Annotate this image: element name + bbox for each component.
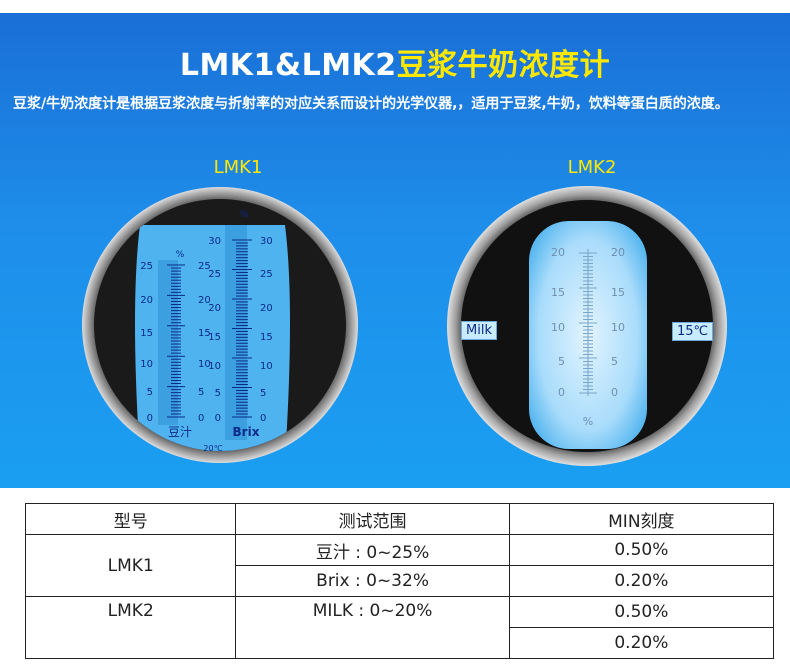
lmk1-tick-marks xyxy=(167,239,252,418)
lmk1-left-tick-label: 20 xyxy=(140,295,153,306)
lmk1-left-tick-label: 5 xyxy=(198,387,204,398)
row-lmk2-model: LMK2 xyxy=(24,596,237,659)
lmk2-tick-label: 5 xyxy=(558,355,565,368)
lmk2-tick-label: 20 xyxy=(611,246,625,259)
lmk1-left-tick-label: 5 xyxy=(147,387,153,398)
row-lmk2-range: MILK : 0~20% xyxy=(235,596,510,659)
lmk2-tick-label: 15 xyxy=(551,286,565,299)
lmk1-left-unit: % xyxy=(176,250,185,260)
row-lmk1-range-2: Brix : 0~32% xyxy=(235,565,510,597)
row-lmk1-min-1: 0.50% xyxy=(508,534,775,566)
lmk1-left-tick-label: 25 xyxy=(198,261,211,272)
header-range: 测试范围 xyxy=(235,503,510,535)
row-lmk2-min-2: 0.20% xyxy=(508,627,775,659)
title-product-name: 豆浆牛奶浓度计 xyxy=(396,48,611,83)
lmk1-right-tick-label: 15 xyxy=(260,332,273,343)
lmk1-left-tick-label: 0 xyxy=(198,413,204,424)
lmk1-left-tick-label: 15 xyxy=(140,328,153,339)
lmk2-tick-label: 20 xyxy=(551,246,565,259)
lmk2-tick-label: 15 xyxy=(611,286,625,299)
lmk1-left-name: 豆汁 xyxy=(168,425,192,439)
lmk1-right-tick-label: 10 xyxy=(260,361,273,372)
header-model: 型号 xyxy=(24,503,237,535)
lmk1-right-unit: % xyxy=(240,210,249,220)
lmk1-left-tick-label: 25 xyxy=(140,261,153,272)
lmk1-left-tick-label: 10 xyxy=(140,359,153,370)
lmk1-right-tick-label: 0 xyxy=(215,413,221,424)
lmk2-label: LMK2 xyxy=(567,157,617,178)
lmk1-right-tick-label: 25 xyxy=(260,269,273,280)
lmk2-milk-tag: Milk xyxy=(461,321,497,340)
lmk1-left-tick-label: 20 xyxy=(198,295,211,306)
lmk1-eyepiece-view: % 25 25 20 20 15 15 10 10 5 5 0 0 豆汁 % 3… xyxy=(82,187,358,463)
table-row: 0.20% xyxy=(26,627,775,659)
table-header-row: 型号 测试范围 MIN刻度 xyxy=(24,503,775,535)
lmk2-eyepiece-view: 20 20 15 15 10 10 5 5 0 0 % xyxy=(447,186,727,466)
lmk1-right-tick-label: 25 xyxy=(208,269,221,280)
lmk1-right-tick-label: 20 xyxy=(208,303,221,314)
lmk1-left-tick-label: 0 xyxy=(147,413,153,424)
table-row: LMK1 豆汁 : 0~25% 0.50% xyxy=(24,534,775,597)
lmk1-right-scale: % 30 30 25 25 20 20 15 15 10 10 5 5 0 0 … xyxy=(208,210,272,439)
lmk1-right-tick-label: 10 xyxy=(208,361,221,372)
lmk1-right-tick-label: 5 xyxy=(260,388,266,399)
lmk1-left-tick-label: 10 xyxy=(198,359,211,370)
lmk2-unit: % xyxy=(583,415,593,428)
table-row: LMK2 MILK : 0~20% 0.50% xyxy=(24,596,775,659)
lmk1-right-tick-label: 5 xyxy=(215,388,221,399)
lmk1-right-tick-label: 15 xyxy=(208,332,221,343)
lmk1-right-tick-label: 20 xyxy=(260,303,273,314)
lmk1-left-tick-label: 15 xyxy=(198,328,211,339)
spec-table: 型号 测试范围 MIN刻度 LMK1 豆汁 : 0~25% 0.50% Brix… xyxy=(24,503,775,659)
row-lmk1-min-2: 0.20% xyxy=(508,565,775,597)
lmk1-right-tick-label: 30 xyxy=(260,236,273,247)
title-model-names: LMK1&LMK2 xyxy=(179,48,397,83)
header-min-scale: MIN刻度 xyxy=(508,503,775,535)
lmk2-tick-label: 10 xyxy=(611,321,625,334)
lmk2-scale: 20 20 15 15 10 10 5 5 0 0 % xyxy=(551,246,625,428)
lmk1-right-tick-label: 30 xyxy=(208,236,221,247)
row-lmk1-model: LMK1 xyxy=(24,534,237,597)
lmk1-right-name: Brix xyxy=(233,425,260,439)
lmk2-tick-marks xyxy=(579,252,597,394)
lmk2-tick-label: 0 xyxy=(558,386,565,399)
row-lmk2-min-1: 0.50% xyxy=(508,596,775,628)
lmk1-label: LMK1 xyxy=(213,157,263,178)
lmk1-left-scale: % 25 25 20 20 15 15 10 10 5 5 0 0 豆汁 xyxy=(140,250,210,439)
table-row: Brix : 0~32% 0.20% xyxy=(26,565,775,597)
row-lmk1-range-1: 豆汁 : 0~25% xyxy=(235,534,510,566)
lmk2-tick-label: 0 xyxy=(611,386,618,399)
lmk1-temperature: 20℃ xyxy=(203,444,222,453)
lmk2-temperature-tag: 15℃ xyxy=(672,322,714,341)
lmk2-tick-label: 10 xyxy=(551,321,565,334)
lmk2-tick-label: 5 xyxy=(611,355,618,368)
page-title: LMK1&LMK2豆浆牛奶浓度计 xyxy=(0,40,790,84)
product-description: 豆浆/牛奶浓度计是根据豆浆浓度与折射率的对应关系而设计的光学仪器,，适用于豆浆,… xyxy=(13,96,729,112)
lmk1-right-tick-label: 0 xyxy=(260,413,266,424)
